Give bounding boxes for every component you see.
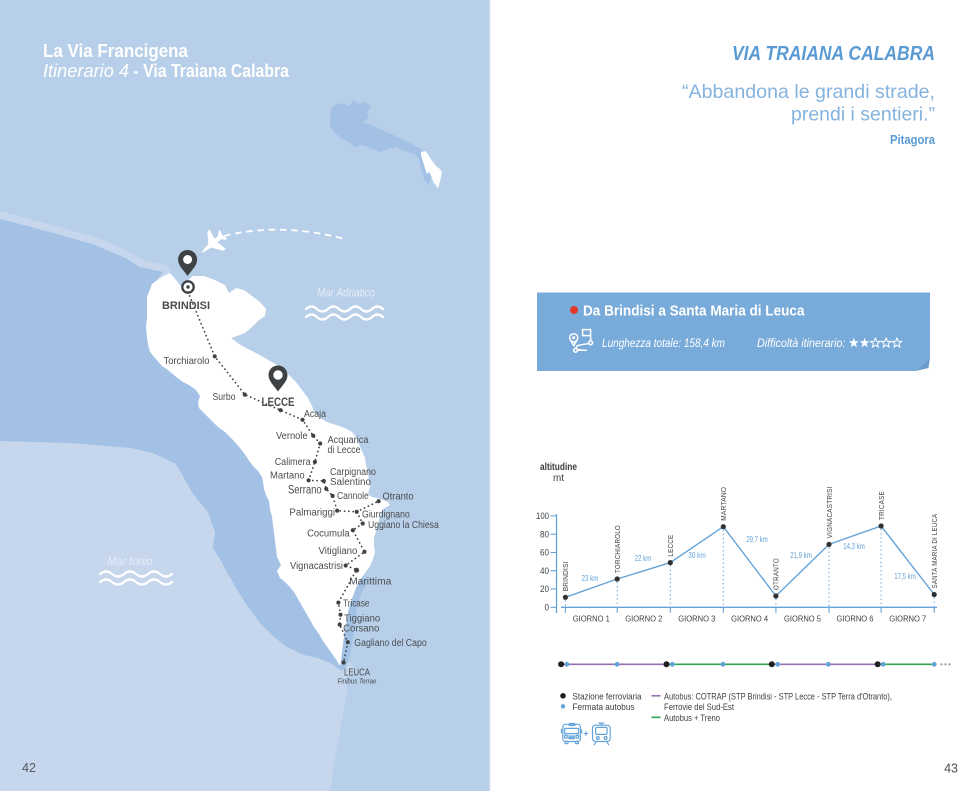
- svg-text:Autobus: COTRAP (STP Brindisi: Autobus: COTRAP (STP Brindisi - STP Lecc…: [664, 691, 892, 701]
- svg-text:40: 40: [540, 566, 549, 577]
- svg-text:Cocumula: Cocumula: [307, 529, 350, 540]
- svg-text:GIORNO 3: GIORNO 3: [678, 614, 715, 624]
- svg-text:Corsano: Corsano: [343, 624, 380, 635]
- svg-text:Difficoltà itinerario:: Difficoltà itinerario:: [757, 336, 846, 350]
- svg-text:22 km: 22 km: [635, 553, 652, 563]
- svg-text:43: 43: [944, 762, 958, 776]
- svg-text:altitudine: altitudine: [540, 462, 577, 473]
- svg-text:29,7 km: 29,7 km: [746, 534, 768, 544]
- svg-text:LEUCA: LEUCA: [344, 668, 370, 679]
- svg-text:Vitigliano: Vitigliano: [319, 546, 358, 557]
- svg-text:Torchiarolo: Torchiarolo: [164, 356, 210, 367]
- svg-text:TORCHIAROLO: TORCHIAROLO: [613, 525, 622, 573]
- svg-text:LECCE: LECCE: [262, 397, 295, 409]
- svg-text:100: 100: [536, 511, 549, 522]
- svg-text:GIORNO 2: GIORNO 2: [625, 614, 662, 624]
- svg-text:Itinerario 4 - Via Traiana Cal: Itinerario 4 - Via Traiana Calabra: [43, 60, 290, 81]
- svg-text:GIORNO 6: GIORNO 6: [837, 614, 874, 624]
- svg-text:0: 0: [545, 603, 550, 614]
- svg-text:MARTANO: MARTANO: [719, 487, 728, 521]
- svg-text:Pitagora: Pitagora: [890, 133, 936, 147]
- svg-text:Otranto: Otranto: [383, 492, 414, 503]
- svg-text:La Via Francigena: La Via Francigena: [43, 40, 189, 61]
- svg-text:Tricase: Tricase: [343, 599, 370, 610]
- svg-text:Da Brindisi a Santa Maria di L: Da Brindisi a Santa Maria di Leuca: [583, 304, 805, 320]
- svg-text:Tiggiano: Tiggiano: [344, 614, 381, 625]
- svg-text:Ferrovie del Sud-Est: Ferrovie del Sud-Est: [664, 702, 734, 712]
- svg-text:VIGNACASTRISI: VIGNACASTRISI: [825, 486, 834, 538]
- svg-text:Finibus Terrae: Finibus Terrae: [338, 677, 377, 686]
- svg-text:Palmariggi: Palmariggi: [289, 508, 335, 519]
- svg-text:20: 20: [540, 584, 549, 595]
- svg-text:Cannole: Cannole: [337, 491, 369, 502]
- svg-text:Vignacastrisi: Vignacastrisi: [290, 561, 343, 572]
- svg-text:Serrano: Serrano: [288, 485, 322, 497]
- svg-text:21,9 km: 21,9 km: [790, 550, 812, 560]
- svg-text:Mar Ionio: Mar Ionio: [108, 556, 154, 568]
- svg-text:SANTA MARIA DI LEUCA: SANTA MARIA DI LEUCA: [930, 514, 939, 589]
- svg-text:17,5 km: 17,5 km: [894, 571, 916, 581]
- svg-text:Uggiano la Chiesa: Uggiano la Chiesa: [368, 520, 439, 531]
- svg-text:Fermata autobus: Fermata autobus: [573, 702, 635, 712]
- svg-text:TRICASE: TRICASE: [877, 491, 886, 520]
- svg-text:GIORNO 4: GIORNO 4: [731, 614, 768, 624]
- svg-text:mt: mt: [553, 473, 564, 484]
- svg-text:OTRANTO: OTRANTO: [772, 558, 781, 590]
- svg-text:BRINDISI: BRINDISI: [561, 561, 570, 591]
- svg-text:Mar Adriatico: Mar Adriatico: [317, 288, 376, 300]
- svg-text:14,3 km: 14,3 km: [843, 541, 865, 551]
- svg-text:Stazione ferroviaria: Stazione ferroviaria: [573, 691, 642, 701]
- svg-text:42: 42: [22, 761, 36, 775]
- svg-text:30 km: 30 km: [688, 550, 706, 560]
- svg-text:GIORNO 1: GIORNO 1: [573, 614, 610, 624]
- svg-text:Marittima: Marittima: [349, 577, 392, 588]
- svg-text:80: 80: [540, 529, 549, 540]
- svg-text:Vernole: Vernole: [276, 431, 308, 442]
- svg-text:Gagliano del Capo: Gagliano del Capo: [354, 638, 427, 649]
- svg-text:Lunghezza totale: 158,4 km: Lunghezza totale: 158,4 km: [602, 336, 725, 350]
- svg-text:60: 60: [540, 548, 549, 559]
- svg-text:di Lecce: di Lecce: [328, 445, 361, 456]
- svg-text:GIORNO 7: GIORNO 7: [889, 614, 926, 624]
- svg-text:23 km: 23 km: [582, 573, 599, 583]
- svg-text:Surbo: Surbo: [213, 392, 236, 403]
- svg-text:Carpignano: Carpignano: [330, 467, 376, 478]
- svg-text:prendi i sentieri.”: prendi i sentieri.”: [791, 104, 935, 126]
- svg-text:Giurdignano: Giurdignano: [362, 510, 410, 521]
- svg-text:+: +: [583, 729, 588, 739]
- svg-text:Calimera: Calimera: [275, 457, 311, 468]
- svg-text:Salentino: Salentino: [330, 477, 371, 488]
- svg-text:LECCE: LECCE: [666, 535, 675, 557]
- svg-text:Acaja: Acaja: [304, 409, 326, 420]
- svg-text:Acquarica: Acquarica: [328, 435, 369, 446]
- svg-text:GIORNO 5: GIORNO 5: [784, 614, 821, 624]
- svg-text:Autobus + Treno: Autobus + Treno: [664, 713, 720, 723]
- svg-text:VIA TRAIANA CALABRA: VIA TRAIANA CALABRA: [732, 42, 935, 65]
- svg-text:“Abbandona le grandi strade,: “Abbandona le grandi strade,: [682, 81, 935, 103]
- svg-text:Martano: Martano: [270, 471, 305, 482]
- svg-text:BRINDISI: BRINDISI: [162, 300, 210, 312]
